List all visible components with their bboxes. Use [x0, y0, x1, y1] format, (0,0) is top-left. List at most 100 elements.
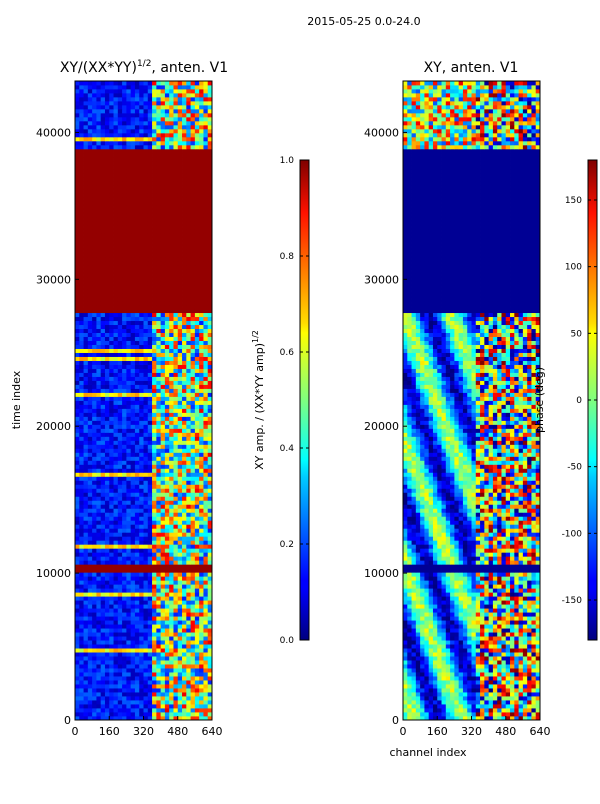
heatmap-cell — [139, 404, 144, 409]
heatmap-cell — [143, 340, 149, 345]
heatmap-cell — [207, 104, 212, 110]
heatmap-cell — [190, 504, 196, 509]
heatmap-cell — [126, 224, 132, 230]
heatmap-cell — [87, 256, 93, 262]
heatmap-cell — [156, 276, 162, 282]
heatmap-cell — [126, 700, 132, 705]
heatmap-cell — [96, 108, 102, 114]
heatmap-cell — [139, 348, 144, 353]
heatmap-cell — [152, 304, 157, 310]
heatmap-cell — [113, 320, 119, 326]
heatmap-cell — [79, 512, 84, 517]
heatmap-cell — [164, 500, 170, 505]
heatmap-cell — [126, 408, 132, 413]
heatmap-cell — [199, 276, 204, 282]
heatmap-cell — [152, 120, 157, 126]
heatmap-cell — [100, 112, 106, 118]
heatmap-cell — [169, 300, 174, 306]
heatmap-cell — [122, 400, 127, 405]
heatmap-cell — [143, 256, 149, 262]
heatmap-cell — [147, 212, 153, 218]
heatmap-cell — [109, 536, 114, 541]
heatmap-cell — [160, 628, 166, 633]
heatmap-cell — [152, 344, 157, 349]
heatmap-cell — [164, 464, 170, 469]
heatmap-cell — [194, 312, 200, 318]
heatmap-cell — [143, 180, 149, 186]
heatmap-cell — [100, 476, 106, 481]
heatmap-cell — [109, 620, 114, 625]
heatmap-cell — [207, 220, 212, 226]
heatmap-cell — [194, 340, 200, 345]
heatmap-cell — [203, 232, 209, 238]
heatmap-cell — [173, 332, 179, 337]
heatmap-cell — [75, 688, 80, 693]
heatmap-cell — [92, 404, 97, 409]
heatmap-cell — [173, 712, 179, 717]
heatmap-cell — [83, 588, 89, 593]
heatmap-cell — [83, 232, 89, 238]
heatmap-cell — [104, 680, 110, 685]
heatmap-cell — [143, 316, 149, 322]
heatmap-cell — [113, 560, 119, 565]
heatmap-cell — [87, 716, 93, 720]
heatmap-cell — [194, 300, 200, 306]
heatmap-cell — [164, 456, 170, 461]
heatmap-cell — [194, 488, 200, 493]
heatmap-cell — [177, 228, 183, 234]
heatmap-cell — [113, 528, 119, 533]
heatmap-cell — [134, 316, 140, 322]
heatmap-cell — [109, 96, 114, 102]
heatmap-cell — [156, 708, 162, 713]
heatmap-cell — [87, 424, 93, 429]
heatmap-cell — [87, 524, 93, 529]
heatmap-cell — [79, 116, 84, 122]
heatmap-cell — [152, 412, 157, 417]
heatmap-cell — [122, 248, 127, 254]
heatmap-cell — [164, 428, 170, 433]
heatmap-cell — [203, 452, 209, 457]
heatmap-cell — [177, 712, 183, 717]
heatmap-cell — [79, 476, 84, 481]
heatmap-cell — [177, 420, 183, 425]
heatmap-cell — [122, 716, 127, 720]
heatmap-cell — [92, 196, 97, 202]
heatmap-cell — [173, 464, 179, 469]
heatmap-cell — [130, 644, 136, 649]
heatmap-cell — [207, 420, 212, 425]
heatmap-cell — [203, 556, 209, 561]
heatmap-cell — [190, 300, 196, 306]
heatmap-cell — [207, 176, 212, 182]
heatmap-cell — [100, 220, 106, 226]
heatmap-cell — [113, 264, 119, 270]
heatmap-cell — [177, 700, 183, 705]
heatmap-cell — [139, 356, 144, 361]
heatmap-cell — [87, 348, 93, 353]
heatmap-cell — [156, 120, 162, 126]
heatmap-cell — [134, 204, 140, 210]
heatmap-cell — [164, 364, 170, 369]
heatmap-cell — [96, 560, 102, 565]
heatmap-cell — [194, 600, 200, 605]
heatmap-cell — [156, 128, 162, 134]
heatmap-cell — [199, 656, 204, 661]
heatmap-cell — [113, 332, 119, 337]
heatmap-cell — [87, 488, 93, 493]
heatmap-cell — [126, 124, 132, 130]
heatmap-cell — [156, 368, 162, 373]
heatmap-cell — [173, 608, 179, 613]
heatmap-cell — [96, 116, 102, 122]
heatmap-cell — [143, 276, 149, 282]
heatmap-cell — [143, 488, 149, 493]
heatmap-cell — [143, 96, 149, 102]
heatmap-cell — [152, 540, 157, 545]
heatmap-cell — [207, 544, 212, 549]
heatmap-cell — [182, 156, 187, 162]
heatmap-cell — [199, 212, 204, 218]
heatmap-cell — [177, 508, 183, 513]
heatmap-cell — [113, 584, 119, 589]
heatmap-cell — [104, 388, 110, 393]
heatmap-cell — [130, 560, 136, 565]
heatmap-cell — [130, 620, 136, 625]
heatmap-cell — [126, 420, 132, 425]
